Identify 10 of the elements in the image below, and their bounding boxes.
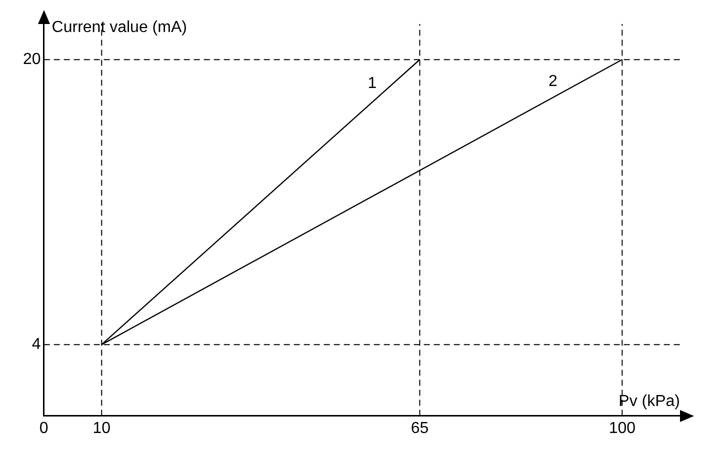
x-axis-title: Pv (kPa) bbox=[618, 392, 680, 410]
y-axis-title: Current value (mA) bbox=[52, 19, 187, 36]
x-tick-label: 65 bbox=[410, 420, 429, 437]
x-tick-label: 100 bbox=[608, 420, 636, 437]
x-tick-label: 10 bbox=[92, 420, 111, 437]
series-label: 2 bbox=[548, 72, 558, 90]
series-label: 1 bbox=[368, 74, 377, 92]
y-tick-label: 4 bbox=[32, 336, 41, 353]
y-tick-label: 20 bbox=[23, 51, 41, 68]
x-tick-label: 0 bbox=[39, 420, 48, 437]
